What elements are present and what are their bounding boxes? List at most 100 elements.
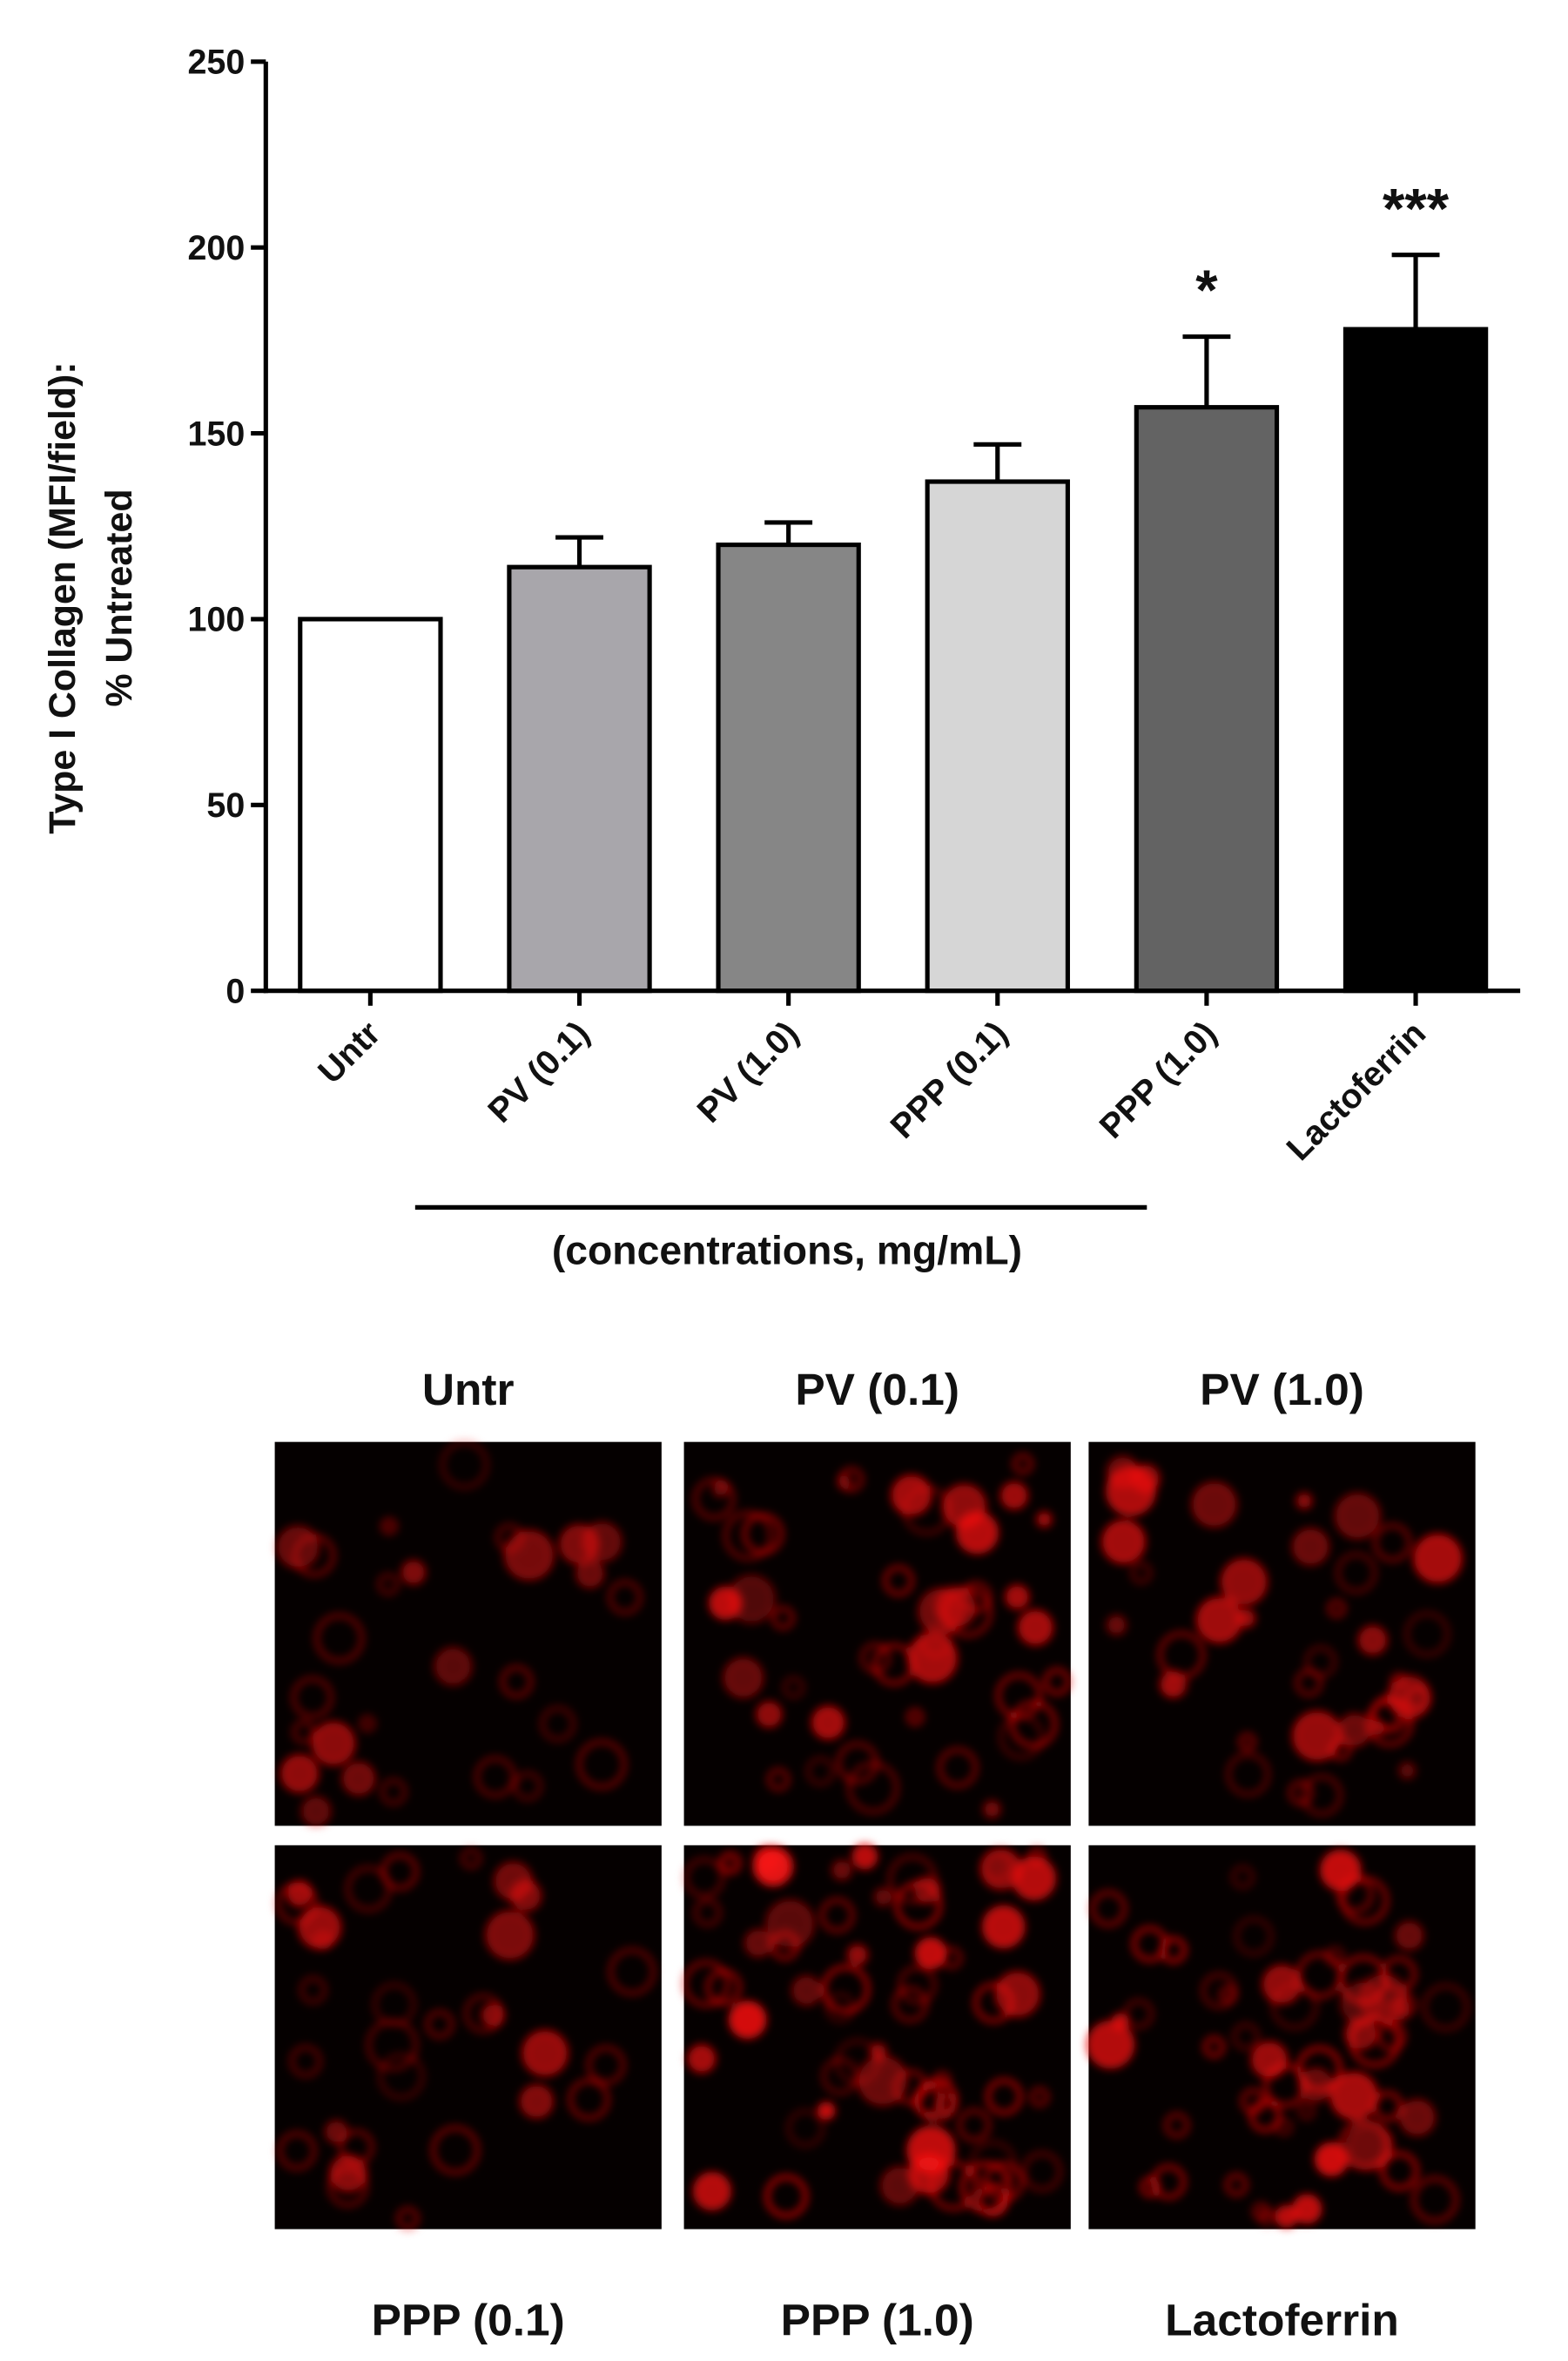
bar [925, 479, 1070, 994]
cell [1224, 2173, 1248, 2197]
cell [1012, 1856, 1057, 1901]
cell [898, 1965, 937, 2005]
cell [608, 1580, 643, 1615]
cell [1021, 2151, 1062, 2192]
cell [1301, 1774, 1343, 1817]
cell [378, 2053, 425, 2100]
micrograph [274, 1440, 662, 1827]
cell [941, 1483, 987, 1529]
cell [1262, 1964, 1302, 2005]
cell [932, 2071, 952, 2089]
cell [782, 1676, 805, 1699]
panel-label: PPP (0.1) [372, 2294, 565, 2344]
cell [1086, 2020, 1135, 2069]
cell [1004, 1584, 1030, 1610]
cell [786, 2108, 825, 2148]
cell [1202, 2035, 1226, 2059]
cell [396, 2206, 420, 2230]
cell [1248, 2100, 1282, 2133]
cell [994, 1971, 1041, 2018]
cell [869, 2042, 888, 2061]
cell [292, 1720, 316, 1744]
cell [400, 1559, 427, 1586]
y-tick-label: 200 [187, 229, 245, 267]
cell [1314, 2142, 1349, 2177]
cell [1345, 2122, 1395, 2171]
x-tick-label: Lactoferrin [1279, 1014, 1433, 1168]
cell [744, 1928, 773, 1958]
cell [1398, 2098, 1437, 2136]
significance-label: * [1195, 259, 1218, 322]
cell [718, 1854, 737, 1872]
micrograph [1086, 1845, 1476, 2229]
cell [1411, 2176, 1458, 2223]
cell [917, 1587, 966, 1636]
cell [1380, 2151, 1419, 2190]
cell [366, 2019, 419, 2071]
y-tick-label: 100 [187, 601, 245, 639]
cell [568, 2078, 610, 2121]
cell [1123, 1999, 1154, 2029]
cell [1334, 1492, 1382, 1540]
cell [380, 1518, 398, 1535]
cell [817, 2101, 836, 2121]
cell [1043, 1668, 1071, 1696]
cell [928, 2161, 979, 2211]
panel-label: PV (0.1) [795, 1364, 959, 1414]
cell [377, 1573, 400, 1595]
cell [1327, 1599, 1347, 1618]
y-tick-label: 50 [206, 786, 245, 825]
cell [821, 2057, 859, 2095]
cell [906, 1708, 925, 1726]
cell [805, 1757, 836, 1786]
cell [982, 1799, 1002, 1819]
cell [1238, 1732, 1257, 1751]
cell [425, 2009, 454, 2039]
cell [277, 2131, 317, 2170]
cell [279, 1753, 320, 1793]
cell [380, 1777, 407, 1806]
cell [1220, 1557, 1269, 1606]
cell [1010, 1700, 1058, 1748]
micrograph [683, 1843, 1071, 2229]
cell [892, 1986, 928, 2023]
cell [1160, 1936, 1188, 1964]
cell [683, 1960, 730, 2007]
cell [846, 1944, 869, 1966]
cell [289, 2045, 322, 2078]
cell [890, 1474, 932, 1516]
cell [474, 1756, 516, 1798]
cell [1100, 1519, 1147, 1565]
cell [687, 2044, 717, 2074]
cell [581, 1521, 622, 1563]
cell [1151, 2164, 1187, 2200]
cell [1140, 2176, 1161, 2197]
cell [977, 2184, 1009, 2216]
cell [894, 1881, 942, 1929]
cell [540, 1706, 576, 1742]
cell [1296, 1952, 1343, 1999]
cell [693, 1477, 736, 1521]
x-tick-label: PPP (0.1) [883, 1014, 1014, 1145]
significance-label: *** [1383, 177, 1450, 240]
cell [723, 1510, 773, 1561]
cell [1357, 1973, 1410, 2024]
cell [981, 1905, 1026, 1949]
cell [872, 1643, 916, 1686]
cell [824, 1992, 856, 2023]
cell [892, 2069, 929, 2105]
cell [752, 1845, 794, 1887]
bar [716, 542, 861, 994]
cell [1341, 1876, 1389, 1925]
cell [521, 2029, 569, 2077]
cell [431, 2125, 480, 2175]
cell [836, 1742, 878, 1784]
cell [906, 1632, 959, 1684]
cells [693, 1453, 1071, 1819]
cell [1297, 2067, 1334, 2103]
cell [722, 1656, 764, 1699]
cell [935, 2093, 956, 2114]
cell [831, 1859, 853, 1881]
cell [742, 1513, 784, 1555]
cell [879, 2165, 920, 2206]
